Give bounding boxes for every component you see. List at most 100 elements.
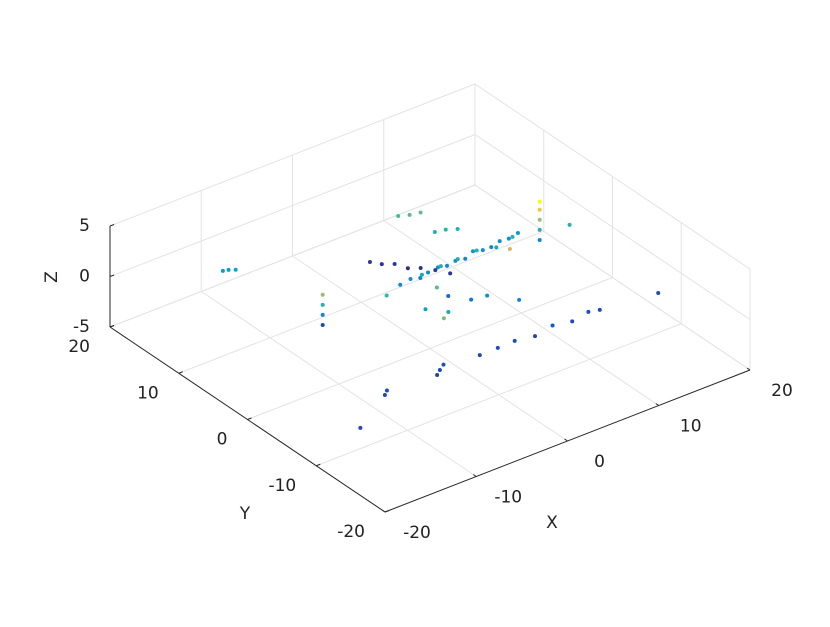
point <box>408 277 413 282</box>
point <box>437 367 442 372</box>
y-tick <box>178 371 183 374</box>
y-tick-label: 10 <box>137 383 159 403</box>
point <box>485 293 490 298</box>
point <box>537 199 542 204</box>
point <box>497 239 502 244</box>
point <box>489 245 494 250</box>
point <box>480 248 485 253</box>
grid-line <box>316 323 682 467</box>
point <box>443 227 448 232</box>
point <box>517 297 522 302</box>
x-tick <box>564 438 568 442</box>
z-axis-label: Z <box>42 271 62 283</box>
x-tick <box>472 474 477 477</box>
point <box>398 282 403 287</box>
point <box>433 268 438 273</box>
y-tick-label: -20 <box>337 522 365 542</box>
y-tick-label: 20 <box>68 337 90 357</box>
point <box>471 249 475 254</box>
grid-line <box>247 277 613 420</box>
point <box>407 212 412 217</box>
point <box>507 246 512 251</box>
point <box>384 293 389 298</box>
z-tick-label: -5 <box>73 317 90 337</box>
point <box>537 227 542 232</box>
point <box>515 231 520 236</box>
point <box>426 270 431 275</box>
point <box>441 362 446 367</box>
point <box>379 262 384 267</box>
point <box>418 266 423 271</box>
x-tick-label: -10 <box>494 488 522 508</box>
point <box>432 230 437 235</box>
z-tick-label: 5 <box>79 216 90 236</box>
point <box>320 323 325 328</box>
point <box>434 285 439 290</box>
y-axis-label: Y <box>239 504 251 524</box>
point <box>445 263 449 268</box>
point <box>320 292 325 297</box>
point <box>537 238 542 243</box>
point <box>477 353 482 358</box>
point <box>418 275 423 280</box>
point <box>446 293 451 298</box>
grid-line <box>109 184 476 328</box>
y-tick <box>247 417 252 420</box>
grid-line <box>474 134 751 320</box>
point <box>567 222 572 227</box>
point <box>510 234 515 239</box>
point <box>446 309 451 314</box>
point <box>495 345 500 350</box>
grid-line <box>474 83 751 270</box>
point <box>396 213 401 218</box>
point <box>448 271 453 276</box>
point <box>463 256 468 261</box>
point <box>533 334 537 339</box>
grid-line <box>109 134 476 277</box>
grid-line <box>109 83 476 227</box>
point <box>435 265 440 270</box>
point <box>320 302 325 307</box>
grid-line <box>474 184 751 371</box>
point <box>506 236 511 241</box>
x-tick <box>746 367 751 371</box>
point <box>423 307 428 312</box>
point <box>474 248 479 253</box>
point <box>367 259 372 264</box>
x-axis-label: X <box>546 513 558 533</box>
point <box>570 319 575 324</box>
point <box>441 316 446 321</box>
point <box>320 312 325 317</box>
y-tick-label: -10 <box>268 476 296 496</box>
point <box>418 210 423 215</box>
x-tick-label: 10 <box>680 417 702 437</box>
point <box>438 264 443 269</box>
point <box>537 217 542 222</box>
point <box>469 297 474 302</box>
point <box>435 372 440 377</box>
z-tick <box>109 274 115 277</box>
point <box>455 226 460 231</box>
x-tick-label: 20 <box>771 381 793 401</box>
x-tick-label: -20 <box>403 523 431 543</box>
point <box>405 266 410 271</box>
point <box>537 207 542 212</box>
z-tick <box>109 224 115 227</box>
point <box>512 338 517 343</box>
point <box>384 388 389 393</box>
point <box>358 425 363 430</box>
x-tick-label: 0 <box>594 452 605 472</box>
z-tick-label: 0 <box>79 267 90 287</box>
point <box>550 323 555 328</box>
y-tick-label: 0 <box>217 430 228 450</box>
point <box>419 272 424 277</box>
point <box>494 245 499 250</box>
y-tick <box>316 463 321 467</box>
x-tick <box>381 509 386 513</box>
point <box>586 309 591 314</box>
point <box>226 267 231 272</box>
point <box>233 267 238 272</box>
grid-line <box>178 230 544 374</box>
x-tick <box>655 403 660 406</box>
